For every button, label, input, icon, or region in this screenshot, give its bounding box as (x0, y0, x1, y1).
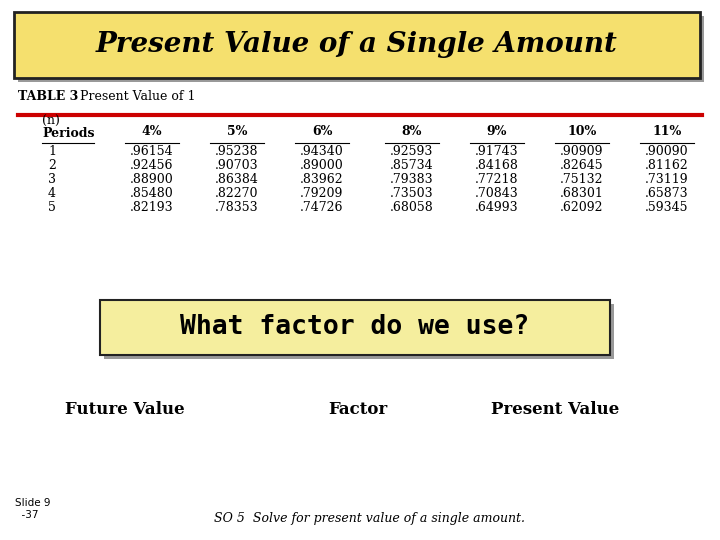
Text: SO 5  Solve for present value of a single amount.: SO 5 Solve for present value of a single… (215, 512, 526, 525)
Text: 3: 3 (48, 173, 56, 186)
Text: 5%: 5% (227, 125, 247, 138)
Text: 5: 5 (48, 201, 56, 214)
Text: .88900: .88900 (130, 173, 174, 186)
Text: .83962: .83962 (300, 173, 344, 186)
Text: .90090: .90090 (645, 145, 689, 158)
Text: .81162: .81162 (645, 159, 689, 172)
Text: .70843: .70843 (475, 187, 519, 200)
Text: .94340: .94340 (300, 145, 344, 158)
Text: Present Value of 1: Present Value of 1 (68, 90, 196, 103)
Text: Present Value: Present Value (491, 401, 619, 418)
Text: .73119: .73119 (645, 173, 689, 186)
Text: .89000: .89000 (300, 159, 344, 172)
Text: .79383: .79383 (390, 173, 434, 186)
FancyBboxPatch shape (14, 12, 700, 78)
Text: .77218: .77218 (475, 173, 518, 186)
Text: .86384: .86384 (215, 173, 259, 186)
Text: .90909: .90909 (560, 145, 604, 158)
FancyBboxPatch shape (104, 304, 614, 359)
Text: .74726: .74726 (300, 201, 343, 214)
Text: 9%: 9% (487, 125, 507, 138)
Text: .62092: .62092 (560, 201, 604, 214)
Text: .75132: .75132 (560, 173, 604, 186)
Text: .78353: .78353 (215, 201, 258, 214)
Text: Periods: Periods (42, 127, 94, 140)
Text: Future Value: Future Value (66, 401, 185, 418)
Text: Factor: Factor (328, 401, 387, 418)
Text: 6%: 6% (312, 125, 332, 138)
Text: .92456: .92456 (130, 159, 174, 172)
Text: .82270: .82270 (215, 187, 258, 200)
Text: .95238: .95238 (215, 145, 258, 158)
Text: (n): (n) (42, 115, 60, 128)
Text: .73503: .73503 (390, 187, 434, 200)
Text: 4%: 4% (142, 125, 162, 138)
Text: .82193: .82193 (130, 201, 174, 214)
Text: 1: 1 (48, 145, 56, 158)
Text: Present Value of a Single Amount: Present Value of a Single Amount (96, 31, 618, 58)
Text: .84168: .84168 (475, 159, 519, 172)
Text: .59345: .59345 (645, 201, 689, 214)
Text: .65873: .65873 (645, 187, 689, 200)
Text: .91743: .91743 (475, 145, 519, 158)
Text: .82645: .82645 (560, 159, 604, 172)
Text: .68301: .68301 (560, 187, 604, 200)
Text: .68058: .68058 (390, 201, 434, 214)
Text: 8%: 8% (402, 125, 422, 138)
Text: .92593: .92593 (390, 145, 433, 158)
Text: What factor do we use?: What factor do we use? (181, 314, 530, 341)
Text: Slide 9
  -37: Slide 9 -37 (15, 498, 50, 520)
Text: 4: 4 (48, 187, 56, 200)
Text: .96154: .96154 (130, 145, 174, 158)
Text: 10%: 10% (567, 125, 597, 138)
Text: 2: 2 (48, 159, 56, 172)
Text: TABLE 3: TABLE 3 (18, 90, 78, 103)
Text: .64993: .64993 (475, 201, 519, 214)
FancyBboxPatch shape (100, 300, 610, 355)
FancyBboxPatch shape (18, 16, 704, 82)
Text: .85480: .85480 (130, 187, 174, 200)
Text: 11%: 11% (652, 125, 682, 138)
Text: .90703: .90703 (215, 159, 258, 172)
Text: .79209: .79209 (300, 187, 343, 200)
Text: .85734: .85734 (390, 159, 434, 172)
